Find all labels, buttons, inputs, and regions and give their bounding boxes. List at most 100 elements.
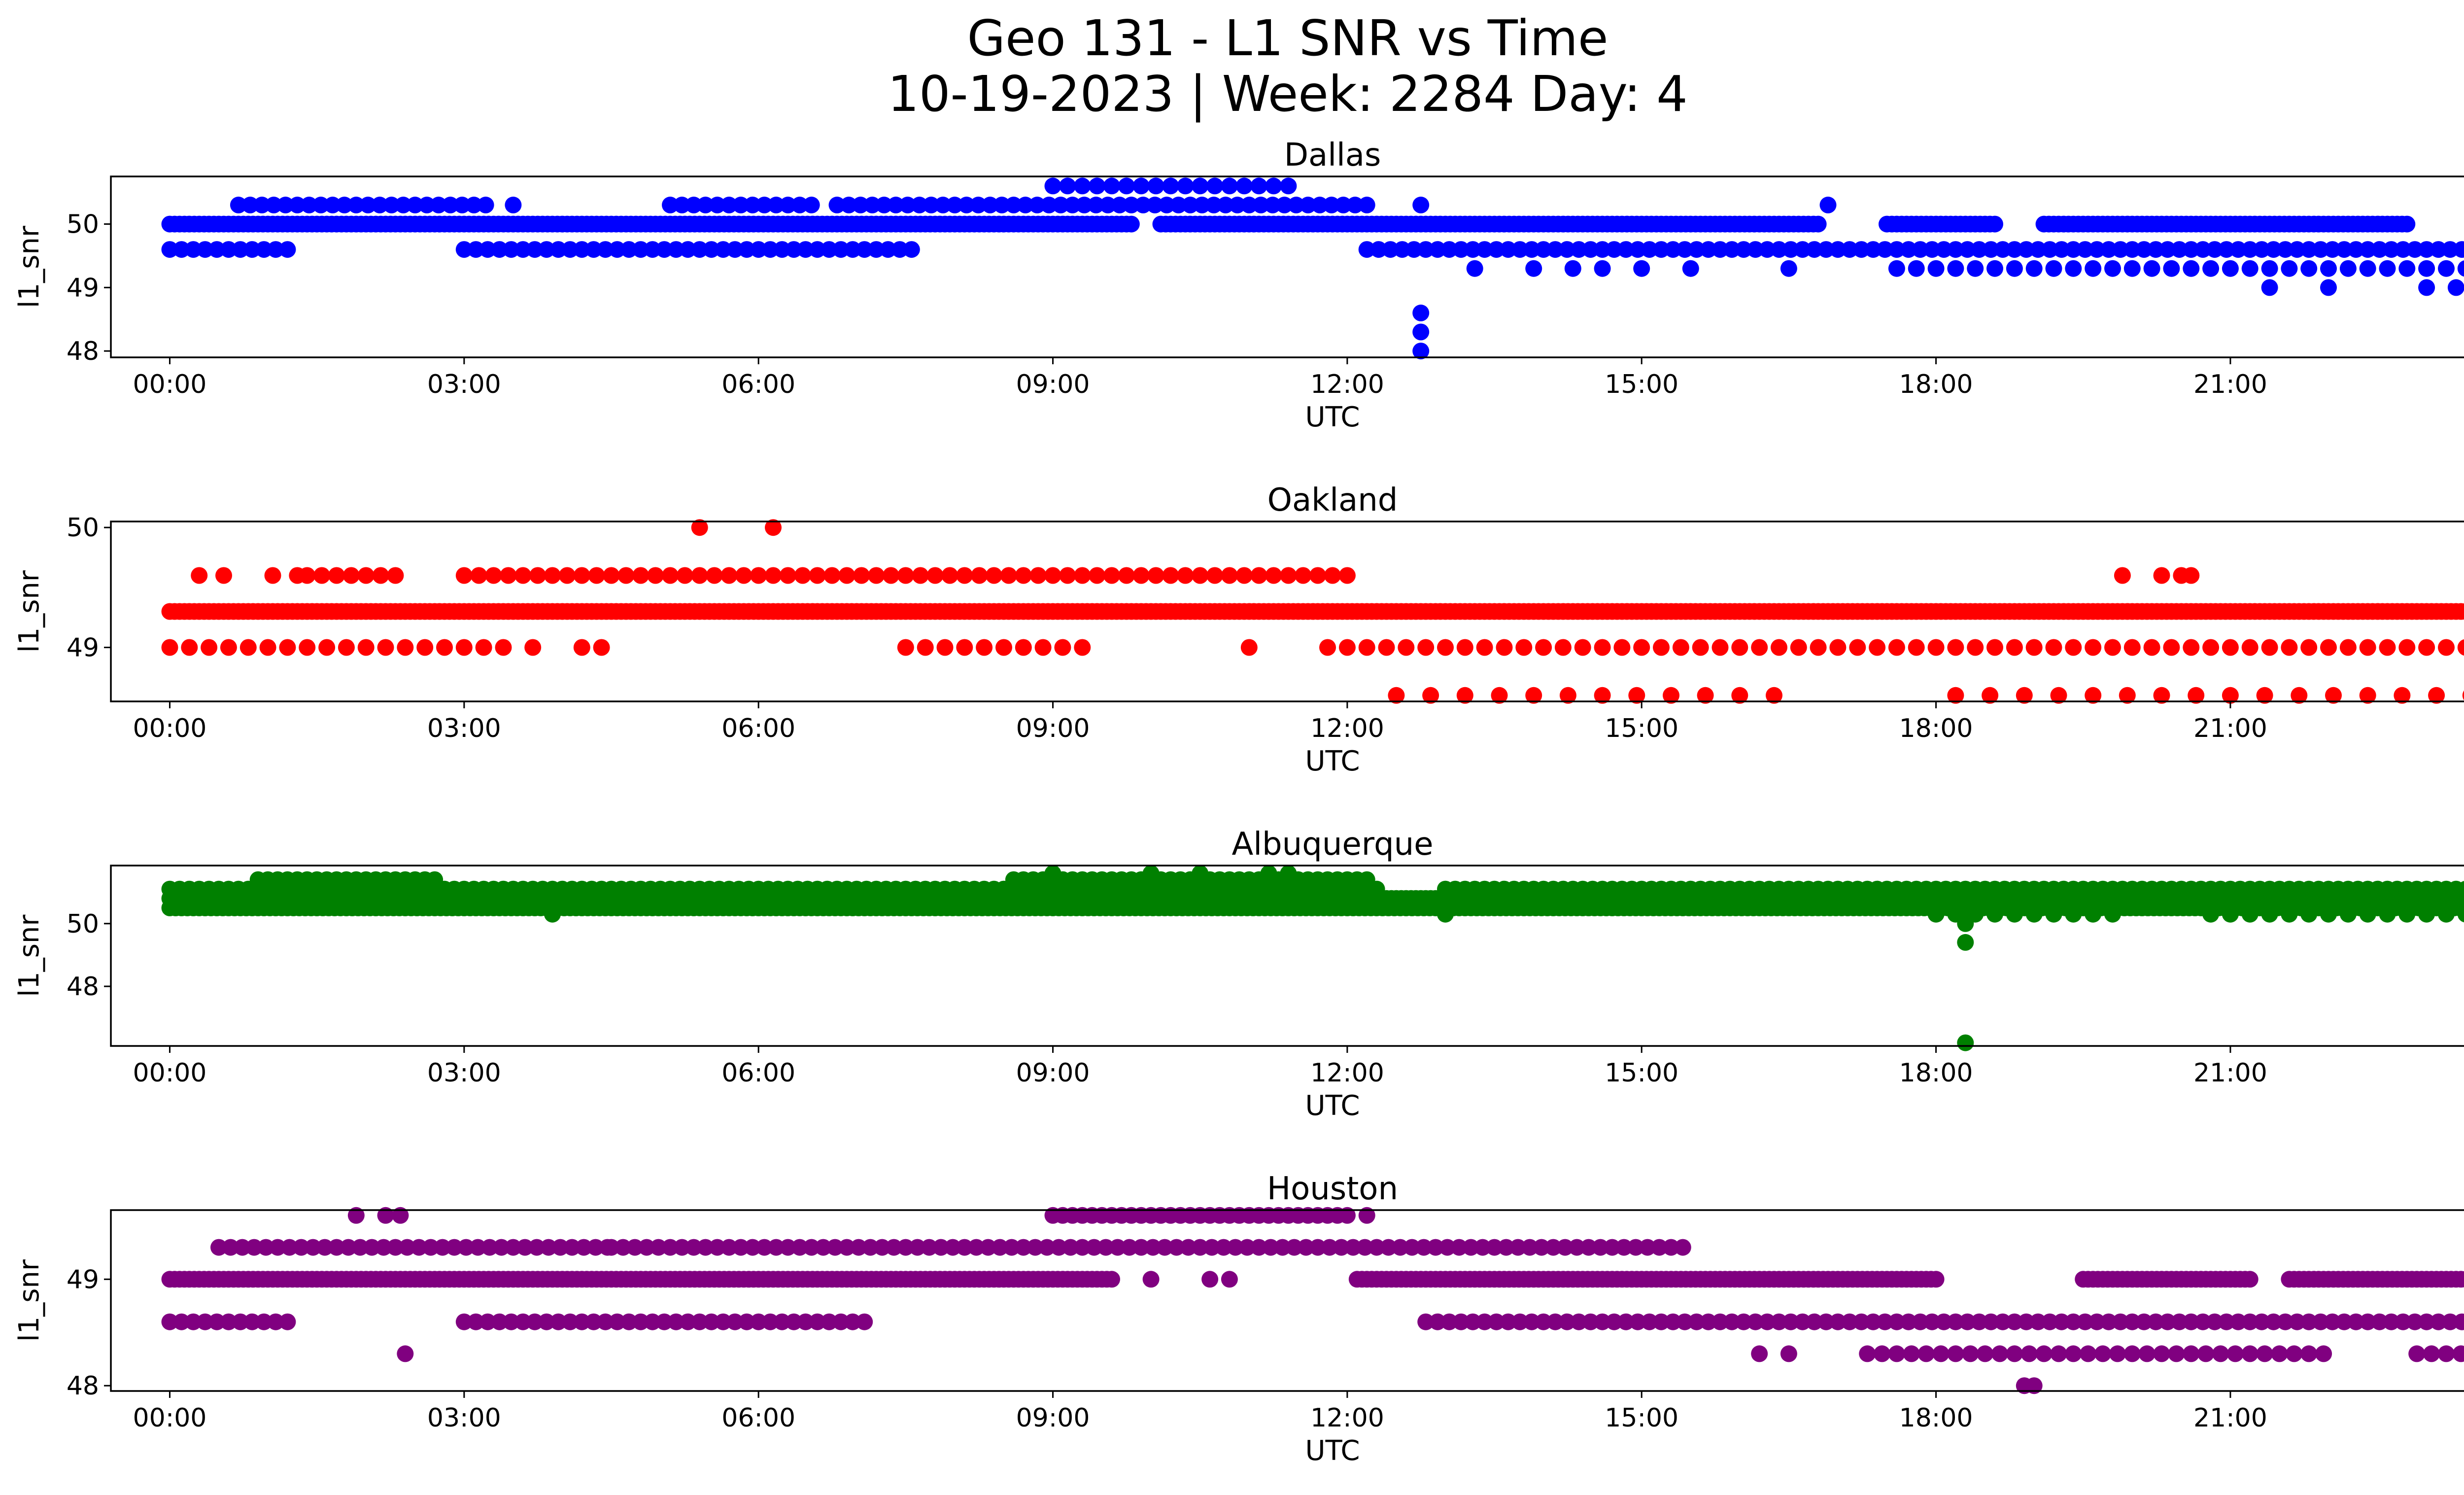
data-point xyxy=(1865,241,1882,258)
data-point xyxy=(883,567,899,584)
data-point xyxy=(1132,1239,1150,1256)
data-point xyxy=(1888,260,1905,277)
data-point xyxy=(956,639,973,656)
data-point xyxy=(709,196,726,213)
data-point xyxy=(1810,639,1827,656)
data-point xyxy=(1580,1239,1597,1256)
data-point xyxy=(697,196,714,213)
x-tick-label: 09:00 xyxy=(1016,1403,1090,1433)
data-point xyxy=(738,1313,755,1330)
data-point xyxy=(2159,1313,2176,1330)
data-point xyxy=(1545,1239,1562,1256)
data-point xyxy=(2438,260,2455,277)
data-point xyxy=(1927,260,1945,277)
data-point xyxy=(585,241,602,258)
data-point xyxy=(941,567,958,584)
data-point xyxy=(1688,241,1705,258)
dallas-x-axis-label: UTC xyxy=(1305,401,1360,433)
data-point xyxy=(1250,177,1267,195)
data-point xyxy=(620,241,638,258)
data-point xyxy=(1412,343,1430,360)
data-point xyxy=(347,1207,365,1224)
data-point xyxy=(2065,905,2082,923)
data-point xyxy=(1711,241,1729,258)
data-point xyxy=(357,567,375,584)
data-point xyxy=(1554,639,1572,656)
data-point xyxy=(1250,567,1267,584)
data-point xyxy=(1235,567,1253,584)
data-point xyxy=(426,871,444,888)
data-point xyxy=(305,1239,322,1256)
x-tick-label: 06:00 xyxy=(721,1058,795,1088)
data-point xyxy=(1118,177,1135,195)
data-point xyxy=(399,1239,416,1256)
data-point xyxy=(1298,1239,1315,1256)
data-point xyxy=(826,1239,844,1256)
data-point xyxy=(909,1239,926,1256)
data-point xyxy=(2261,260,2278,277)
data-point xyxy=(1903,1345,1920,1362)
data-point xyxy=(1927,639,1945,656)
data-point xyxy=(1177,567,1194,584)
data-point xyxy=(2006,1313,2023,1330)
data-point xyxy=(828,196,846,213)
data-point xyxy=(726,1313,744,1330)
dallas-panel-title: Dallas xyxy=(1284,137,1381,174)
data-point xyxy=(1794,241,1811,258)
data-point xyxy=(2430,241,2447,258)
data-point xyxy=(1841,1313,1858,1330)
data-point xyxy=(516,1239,534,1256)
data-point xyxy=(2171,241,2188,258)
data-point xyxy=(1711,1313,1729,1330)
data-point xyxy=(1841,241,1858,258)
data-point xyxy=(1535,639,1552,656)
data-point xyxy=(1029,567,1047,584)
data-point xyxy=(2016,687,2033,704)
data-point xyxy=(2265,241,2282,258)
data-point xyxy=(1908,260,1925,277)
data-point xyxy=(279,896,296,913)
data-point xyxy=(191,567,208,584)
data-point xyxy=(1676,1313,1693,1330)
data-point xyxy=(2441,1313,2459,1330)
data-point xyxy=(1250,1239,1267,1256)
data-point xyxy=(1771,639,1787,656)
data-point xyxy=(2286,1345,2303,1362)
data-point xyxy=(1422,687,1439,704)
data-point xyxy=(2183,260,2200,277)
data-point xyxy=(318,639,336,656)
data-point xyxy=(779,1239,796,1256)
x-tick-label: 12:00 xyxy=(1310,714,1384,743)
data-point xyxy=(552,1239,569,1256)
data-point xyxy=(2065,639,2082,656)
data-point xyxy=(1276,196,1293,213)
data-point xyxy=(1927,905,1945,923)
data-point xyxy=(1089,567,1106,584)
data-point xyxy=(1947,687,1964,704)
data-point xyxy=(2383,241,2400,258)
data-point xyxy=(1405,241,1423,258)
data-point xyxy=(500,567,517,584)
data-point xyxy=(1358,1207,1375,1224)
data-point xyxy=(1771,1313,1787,1330)
data-point xyxy=(1240,196,1258,213)
data-point xyxy=(479,241,496,258)
data-point xyxy=(2241,241,2259,258)
data-point xyxy=(1639,1239,1656,1256)
data-point xyxy=(2289,241,2306,258)
data-point xyxy=(2041,1313,2058,1330)
data-point xyxy=(485,567,502,584)
data-point xyxy=(1688,1313,1705,1330)
data-point xyxy=(667,1313,684,1330)
houston-y-axis-label: l1_snr xyxy=(13,1259,45,1342)
y-tick-label: 48 xyxy=(67,337,99,366)
data-point xyxy=(1817,1313,1835,1330)
data-point xyxy=(2447,279,2464,296)
data-point xyxy=(2398,215,2416,233)
data-point xyxy=(2339,260,2357,277)
data-point xyxy=(1627,1239,1644,1256)
x-tick-label: 09:00 xyxy=(1016,1058,1090,1088)
data-point xyxy=(956,1239,973,1256)
data-point xyxy=(1947,639,1964,656)
data-point xyxy=(850,1239,867,1256)
